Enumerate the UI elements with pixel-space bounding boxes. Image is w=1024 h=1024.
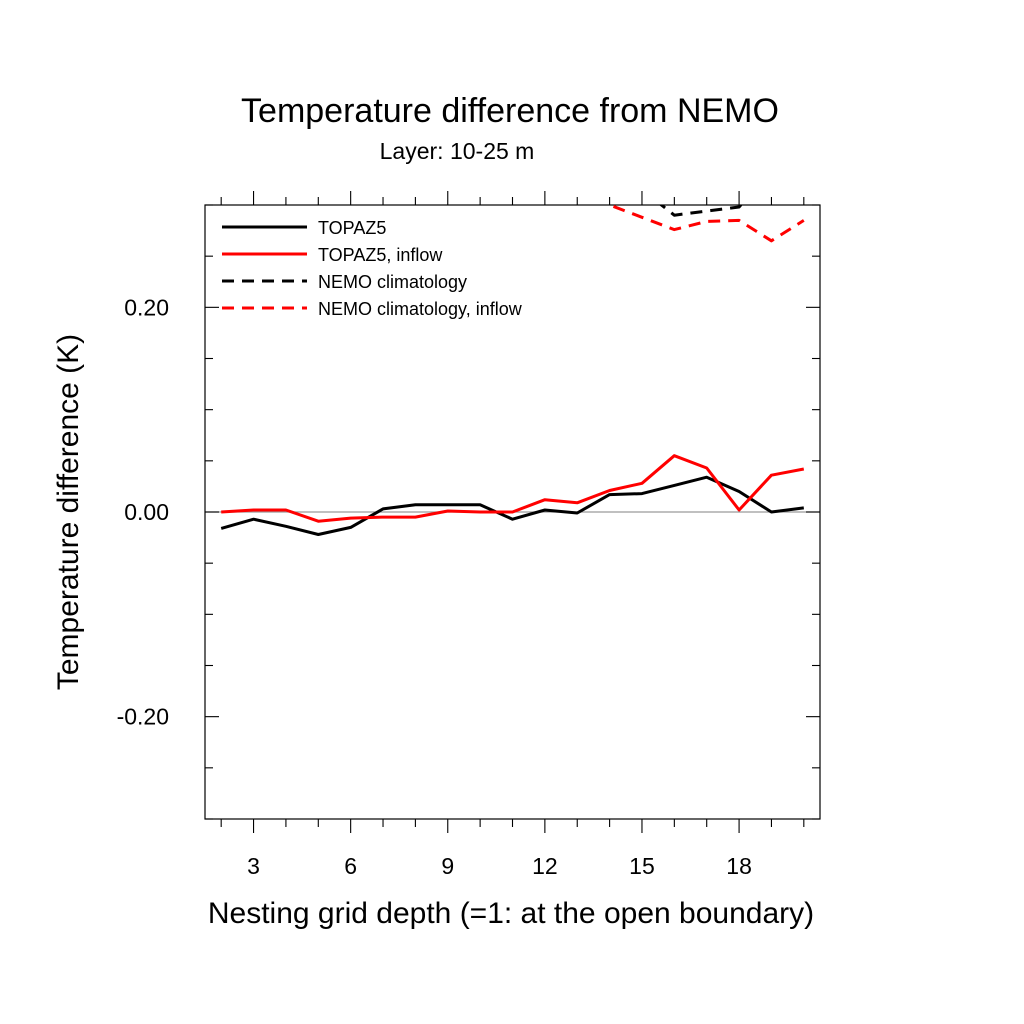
y-tick-label: -0.20	[117, 704, 169, 730]
x-tick-label: 12	[532, 853, 558, 879]
plot-axes	[204, 191, 821, 833]
y-tick-label: 0.00	[124, 499, 169, 525]
legend-label: TOPAZ5, inflow	[318, 245, 443, 265]
y-tick-label: 0.20	[124, 294, 169, 320]
legend: TOPAZ5 TOPAZ5, inflow NEMO climatology NEMO…	[222, 218, 523, 319]
chart-title: Temperature difference from NEMO	[241, 92, 779, 130]
series-line	[659, 205, 743, 217]
series-line	[220, 475, 804, 536]
x-tick-label: 3	[247, 853, 260, 879]
x-tick-label: 15	[629, 853, 655, 879]
y-axis-label: Temperature difference (K)	[52, 334, 85, 690]
legend-label: NEMO climatology, inflow	[318, 299, 523, 319]
legend-label: TOPAZ5	[318, 218, 386, 238]
tick-labels: 3 6 9 12 15 18 -0.20 0.00 0.20	[117, 294, 752, 879]
series-line	[606, 205, 805, 243]
series-line	[221, 454, 805, 523]
x-axis-label: Nesting grid depth (=1: at the open boun…	[208, 897, 814, 930]
chart-subtitle: Layer: 10-25 m	[380, 138, 535, 164]
x-tick-label: 6	[344, 853, 357, 879]
x-tick-label: 9	[441, 853, 454, 879]
series-lines	[220, 205, 805, 536]
x-tick-label: 18	[726, 853, 752, 879]
legend-label: NEMO climatology	[318, 272, 467, 292]
